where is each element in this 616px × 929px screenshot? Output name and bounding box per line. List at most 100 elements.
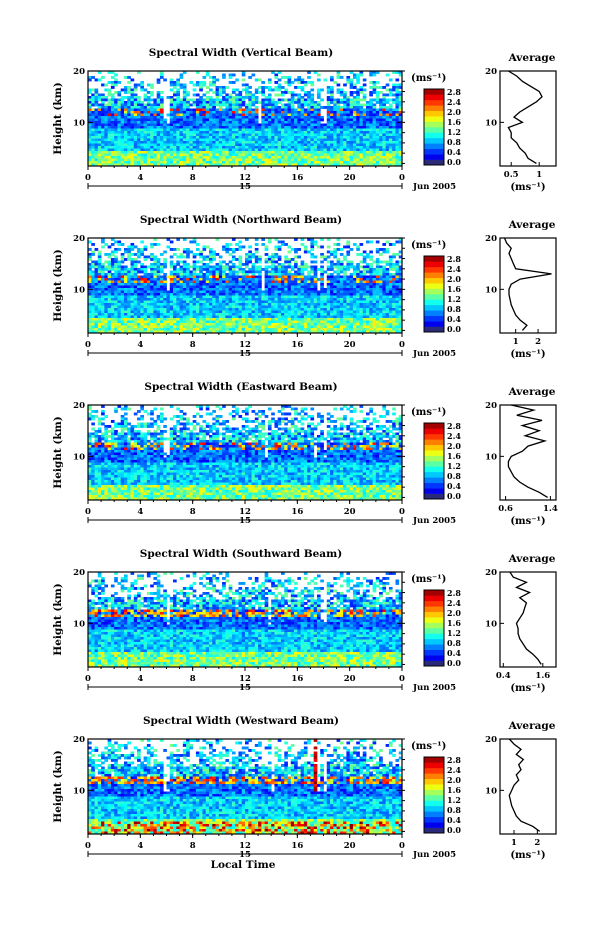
heatmap-cell [258,273,262,276]
heatmap-cell [199,163,203,167]
heatmap-cell [179,265,184,269]
heatmap-cell [382,303,387,306]
heatmap-cell [372,143,377,147]
heatmap-cell [300,298,305,301]
heatmap-cell [140,126,144,129]
heatmap-cell [235,278,239,281]
heatmap-cell [97,290,102,294]
heatmap-cell [326,141,331,144]
heatmap-cell [130,161,135,164]
heatmap-cell [313,300,318,304]
heatmap-cell [209,248,213,251]
heatmap-cell [195,161,200,164]
heatmap-cell [336,288,341,291]
heatmap-cell [146,136,151,139]
heatmap-cell [137,253,141,256]
heatmap-cell [97,151,102,154]
heatmap-cell [356,293,360,296]
heatmap-cell [323,146,328,149]
heatmap-cell [287,76,292,79]
heatmap-cell [202,138,207,142]
heatmap-cell [241,300,246,304]
heatmap-cell [110,158,115,162]
heatmap-cell [330,265,334,269]
heatmap-cell [379,163,383,167]
heatmap-cell [277,288,282,291]
heatmap-cell [264,295,269,299]
heatmap-cell [110,260,115,264]
heatmap-cell [280,285,285,289]
heatmap-cell [101,106,105,109]
heatmap-cell [143,295,148,299]
heatmap-cell [202,93,207,97]
heatmap-cell [225,111,230,114]
heatmap-cell [238,255,243,259]
heatmap-cell [245,238,249,241]
heatmap-cell [398,83,403,87]
heatmap-cell [356,98,360,102]
heatmap-cell [375,275,380,279]
heatmap-cell [395,123,400,127]
heatmap-cell [346,278,351,281]
heatmap-cell [254,96,259,99]
heatmap-cell [264,290,269,294]
heatmap-cell [264,146,269,149]
heatmap-cell [287,126,292,129]
heatmap-cell [169,270,174,274]
heatmap-cell [392,151,396,154]
heatmap-cell [280,136,285,139]
heatmap-cell [379,305,383,309]
heatmap-cell [258,158,262,162]
heatmap-cell [153,303,158,306]
heatmap-cell [356,126,360,129]
heatmap-cell [195,123,200,127]
heatmap-cell [382,108,387,112]
average-y-tick-label: 10 [485,118,497,128]
heatmap-cell [192,141,197,144]
heatmap-cell [156,265,161,269]
heatmap-cell [258,78,262,82]
heatmap-cell [179,285,184,289]
heatmap-cell [245,136,249,139]
heatmap-cell [343,285,347,289]
heatmap-cell [271,116,275,119]
heatmap-cell [313,121,318,124]
heatmap-cell [104,118,109,122]
heatmap-cell [228,265,233,269]
heatmap-cell [248,305,252,309]
heatmap-cell [254,243,259,246]
heatmap-cell [254,88,259,92]
heatmap-cell [277,240,282,244]
heatmap-cell [238,293,243,296]
heatmap-cell [186,288,190,291]
heatmap-cell [192,101,197,104]
heatmap-cell [366,136,370,139]
heatmap-cell [137,305,141,309]
heatmap-cell [372,86,377,89]
heatmap-cell [310,300,315,304]
heatmap-cell [231,161,236,164]
heatmap-cell [176,163,180,167]
heatmap-cell [110,280,115,284]
heatmap-cell [261,161,266,164]
heatmap-cell [150,116,154,119]
heatmap-cell [173,126,177,129]
heatmap-cell [127,98,131,102]
heatmap-cell [182,158,187,162]
heatmap-cell [284,153,288,157]
heatmap-cell [231,263,236,266]
heatmap-cell [127,118,131,122]
heatmap-cell [261,238,266,241]
heatmap-cell [323,143,328,147]
heatmap-cell [127,285,131,289]
heatmap-cell [97,143,102,147]
heatmap-cell [189,161,194,164]
heatmap-cell [392,116,396,119]
heatmap-cell [130,260,135,264]
heatmap-cell [349,108,354,112]
heatmap-cell [150,295,154,299]
heatmap-cell [143,268,148,271]
heatmap-cell [107,113,112,117]
heatmap-cell [91,285,95,289]
heatmap-cell [300,138,305,142]
